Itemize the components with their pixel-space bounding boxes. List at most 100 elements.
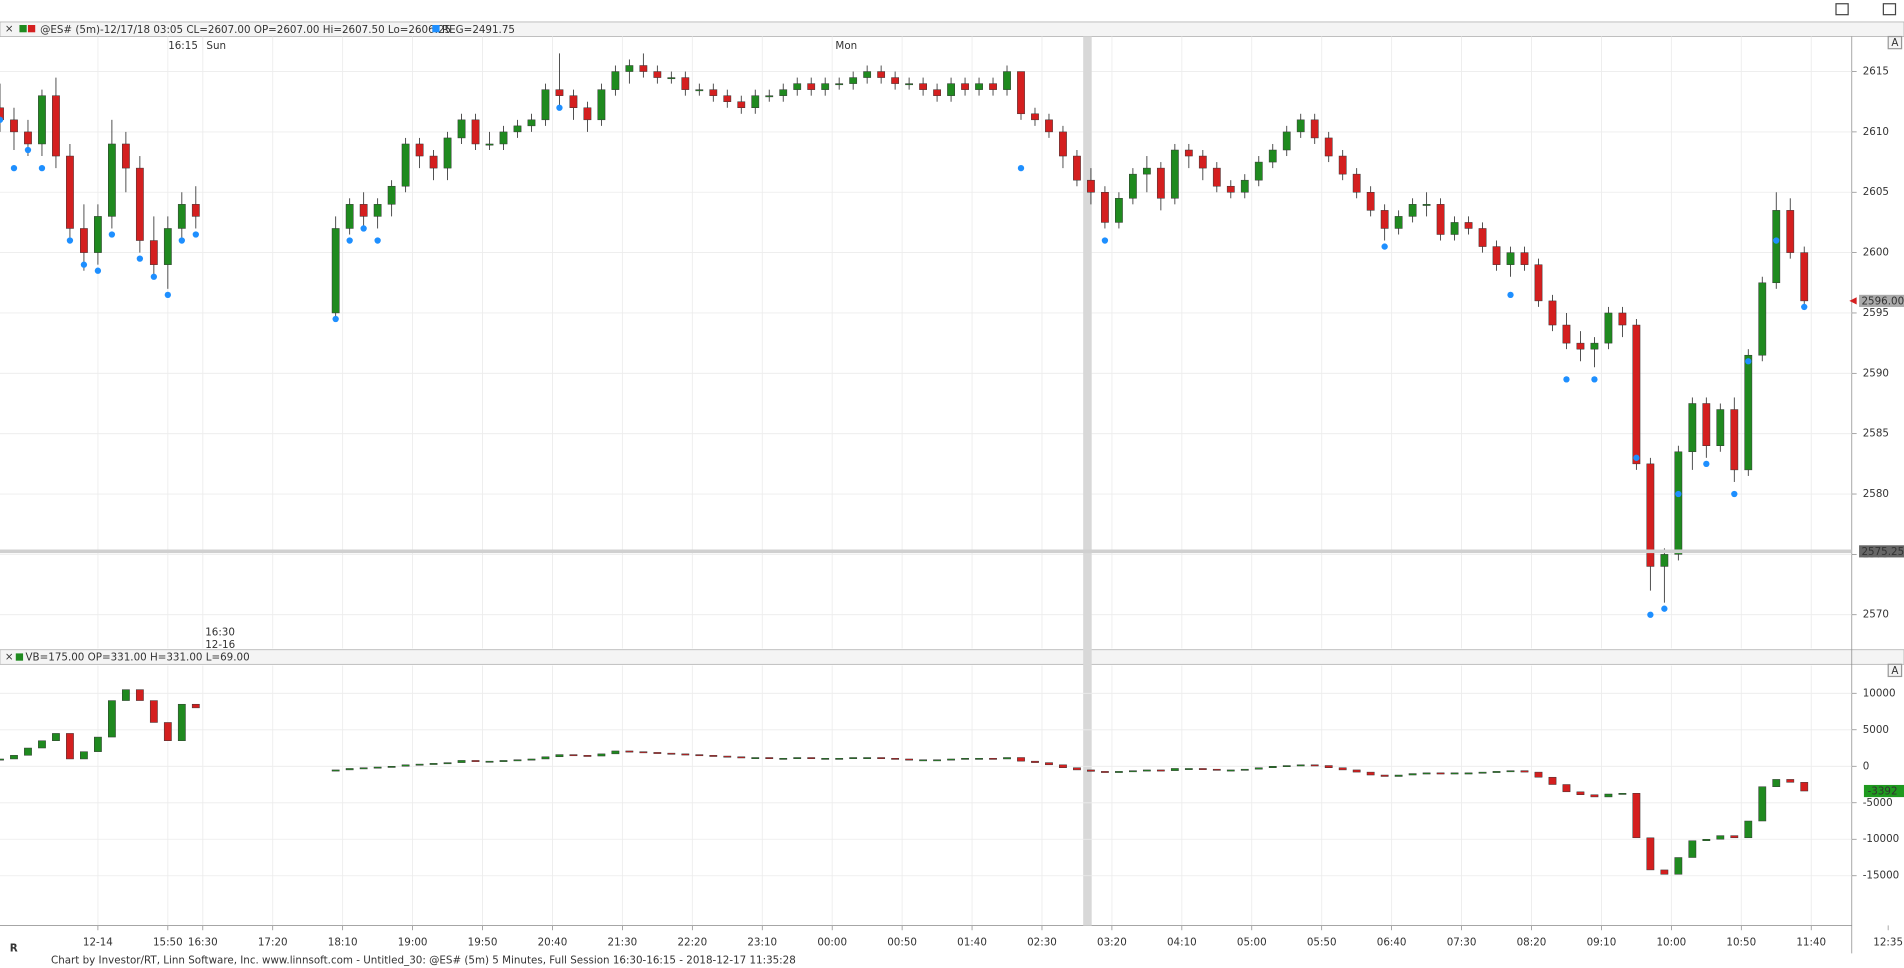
vb-bar bbox=[108, 700, 116, 738]
vb-bar bbox=[555, 754, 564, 758]
maximize-button[interactable] bbox=[1882, 3, 1897, 16]
candle-body bbox=[849, 77, 858, 84]
candle-body bbox=[94, 216, 102, 253]
candle-body bbox=[1198, 155, 1207, 169]
candle-body bbox=[1758, 282, 1767, 356]
vb-bar bbox=[807, 757, 816, 759]
candle-body bbox=[1045, 119, 1053, 133]
restore-button[interactable] bbox=[1835, 3, 1849, 16]
vb-bar bbox=[94, 736, 102, 752]
candle-body bbox=[513, 125, 522, 133]
svg-text:R: R bbox=[10, 942, 18, 954]
vb-bar bbox=[443, 762, 452, 765]
reg-marker bbox=[24, 146, 32, 154]
candle-body bbox=[1660, 554, 1669, 567]
vb-bar bbox=[933, 759, 941, 762]
vb-bar bbox=[1492, 771, 1501, 773]
vb-bar bbox=[681, 753, 690, 756]
vb-bar bbox=[891, 757, 900, 760]
candle-body bbox=[1156, 167, 1165, 199]
candle-body bbox=[135, 167, 144, 241]
autoscale-button[interactable] bbox=[1887, 35, 1903, 50]
candle-body bbox=[373, 204, 382, 217]
vb-bar bbox=[1226, 769, 1235, 772]
candle-body bbox=[975, 83, 983, 90]
vb-bar bbox=[38, 740, 46, 749]
vb-bar bbox=[1254, 767, 1263, 770]
vb-bar bbox=[1688, 840, 1697, 858]
reg-legend: REG=2491.75 bbox=[442, 24, 515, 36]
vb-bar bbox=[471, 760, 480, 762]
candle-body bbox=[1618, 312, 1627, 326]
vb-bar bbox=[695, 754, 704, 757]
last-value-tag-label: -3392 bbox=[1868, 786, 1898, 798]
candle-body bbox=[1436, 204, 1445, 235]
vb-bar bbox=[1576, 791, 1585, 795]
candle-body bbox=[1492, 246, 1501, 265]
close-icon[interactable]: × bbox=[5, 23, 14, 35]
vb-bar bbox=[975, 757, 983, 760]
reg-marker bbox=[150, 273, 158, 280]
reg-marker bbox=[164, 291, 171, 299]
vb-bar bbox=[1772, 779, 1781, 787]
candle-body bbox=[1059, 131, 1067, 157]
close-icon[interactable]: × bbox=[5, 651, 14, 663]
candle-body bbox=[1003, 71, 1011, 90]
y-tick-label: 10000 bbox=[1863, 687, 1896, 699]
candle-body bbox=[1688, 403, 1697, 453]
x-tick-label: 05:50 bbox=[1307, 936, 1337, 948]
reg-marker bbox=[1591, 376, 1598, 383]
vb-bar bbox=[1101, 771, 1109, 773]
vb-bar bbox=[877, 757, 886, 759]
candle-body bbox=[24, 131, 32, 145]
candle-body bbox=[1646, 463, 1655, 567]
vb-bar bbox=[359, 767, 368, 770]
reg-marker bbox=[1745, 358, 1752, 365]
candle-body bbox=[80, 228, 88, 253]
autoscale-button[interactable] bbox=[1887, 663, 1903, 678]
candle-body bbox=[457, 119, 466, 139]
reg-marker bbox=[374, 237, 381, 244]
candle-body bbox=[52, 95, 60, 157]
x-tick-label: 19:50 bbox=[468, 936, 498, 948]
vb-bar bbox=[1660, 869, 1669, 875]
x-tick-label: 11:40 bbox=[1796, 936, 1826, 948]
vb-bar bbox=[541, 756, 550, 760]
x-tick-label: 16:30 bbox=[188, 936, 218, 948]
candle-body bbox=[1786, 210, 1795, 253]
candle-body bbox=[1576, 342, 1585, 350]
vb-bar bbox=[709, 755, 718, 757]
vb-bar bbox=[1534, 771, 1543, 778]
x-tick-label: 12-14 bbox=[83, 936, 113, 948]
x-tick-label: 23:10 bbox=[747, 936, 777, 948]
vb-bar bbox=[723, 755, 732, 758]
autoscale-label[interactable]: A bbox=[1891, 665, 1898, 677]
vb-bar bbox=[1548, 776, 1557, 785]
vb-bar bbox=[1744, 820, 1753, 839]
reg-marker bbox=[1647, 611, 1654, 618]
candle-body bbox=[1534, 264, 1543, 302]
vb-bar bbox=[1142, 769, 1151, 772]
crosshair-tag-label: 2575.25 bbox=[1862, 546, 1904, 558]
vb-bar bbox=[135, 689, 144, 701]
vb-bar bbox=[1478, 771, 1487, 774]
candle-body bbox=[1338, 155, 1347, 175]
candle-body bbox=[625, 65, 634, 72]
candle-body bbox=[1017, 71, 1025, 115]
crosshair-band bbox=[1083, 36, 1092, 926]
candle-body bbox=[933, 89, 941, 96]
vb-bar bbox=[1380, 774, 1389, 777]
autoscale-label[interactable]: A bbox=[1891, 37, 1898, 49]
vb-bar bbox=[1310, 764, 1319, 767]
vb-bar bbox=[1716, 835, 1725, 840]
candle-body bbox=[541, 89, 550, 121]
vb-bar bbox=[1059, 764, 1067, 768]
y-tick-label: 5000 bbox=[1863, 724, 1889, 736]
candle-body bbox=[1422, 204, 1431, 206]
session-label: 16:30 bbox=[205, 627, 235, 639]
vb-bar bbox=[1129, 770, 1137, 773]
candle-body bbox=[905, 83, 913, 86]
candle-body bbox=[555, 89, 564, 96]
candle-body bbox=[989, 83, 997, 90]
